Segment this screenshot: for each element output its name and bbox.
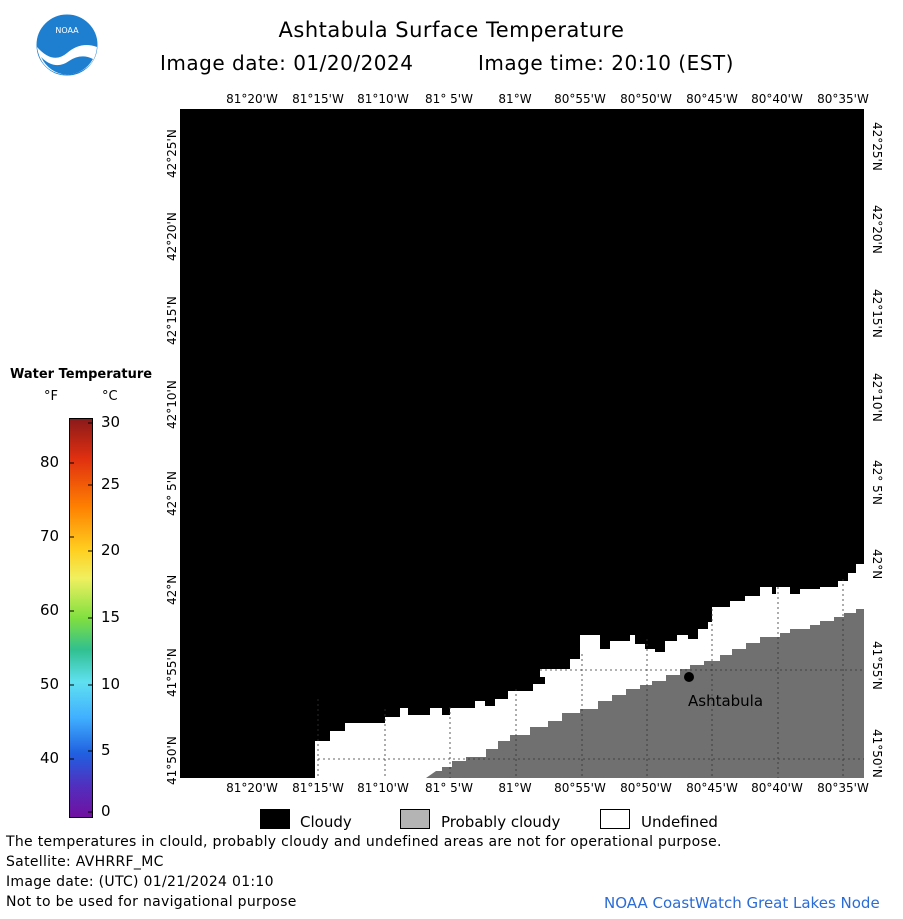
- graticule: [317, 579, 864, 778]
- footer-satellite: Satellite: AVHRRF_MC: [6, 854, 164, 870]
- footer-utc-date: Image date: (UTC) 01/21/2024 01:10: [6, 874, 274, 890]
- c-tick: 15: [101, 608, 121, 626]
- latitude-label-right: 41°50'N: [870, 729, 884, 778]
- longitude-label-bottom: 81°W: [498, 781, 532, 795]
- image-date: Image date: 01/20/2024: [160, 51, 414, 75]
- probably-cloudy-label: Probably cloudy: [441, 813, 561, 831]
- city-label: Ashtabula: [688, 692, 764, 710]
- legend-title: Water Temperature: [10, 367, 153, 382]
- longitude-label-top: 80°45'W: [686, 92, 738, 106]
- longitude-label-bottom: 80°40'W: [751, 781, 803, 795]
- logo-text: NOAA: [55, 26, 79, 35]
- latitude-label-right: 42°15'N: [870, 289, 884, 338]
- f-tick: 70: [40, 527, 60, 545]
- longitude-label-top: 80°55'W: [554, 92, 606, 106]
- footer-disclaimer: Not to be used for navigational purpose: [6, 894, 297, 910]
- temperature-map: [180, 109, 864, 778]
- undefined-label: Undefined: [641, 813, 718, 831]
- longitude-label-top: 80°40'W: [751, 92, 803, 106]
- probably-cloudy-swatch: [400, 809, 430, 829]
- latitude-label-right: 42°25'N: [870, 122, 884, 171]
- latitude-label-left: 42°15'N: [165, 296, 179, 345]
- c-tick: 5: [101, 741, 111, 759]
- unit-celsius: °C: [102, 389, 118, 404]
- latitude-label-left: 41°55'N: [165, 648, 179, 697]
- c-tick: 10: [101, 675, 121, 693]
- latitude-label-right: 42° 5'N: [870, 460, 884, 505]
- cloudy-label: Cloudy: [300, 813, 352, 831]
- latitude-label-right: 42°N: [870, 549, 884, 580]
- f-tick: 50: [40, 675, 60, 693]
- longitude-label-bottom: 80°35'W: [817, 781, 869, 795]
- longitude-label-bottom: 80°45'W: [686, 781, 738, 795]
- latitude-label-right: 42°10'N: [870, 373, 884, 422]
- longitude-label-bottom: 80°55'W: [554, 781, 606, 795]
- c-tick: 30: [101, 413, 121, 431]
- latitude-label-left: 42° 5'N: [165, 471, 179, 516]
- cloudy-swatch: [260, 809, 290, 829]
- longitude-label-bottom: 81°20'W: [226, 781, 278, 795]
- longitude-label-bottom: 81°10'W: [357, 781, 409, 795]
- color-scale-ticks: [69, 422, 93, 813]
- longitude-label-top: 81°20'W: [226, 92, 278, 106]
- image-time: Image time: 20:10 (EST): [478, 51, 734, 75]
- longitude-label-top: 80°50'W: [620, 92, 672, 106]
- longitude-label-bottom: 80°50'W: [620, 781, 672, 795]
- ashtabula-marker: [684, 672, 694, 682]
- page-title: Ashtabula Surface Temperature: [278, 18, 625, 42]
- c-tick: 25: [101, 475, 121, 493]
- c-tick: 0: [101, 802, 111, 820]
- longitude-label-top: 81°W: [498, 92, 532, 106]
- f-tick: 80: [40, 453, 60, 471]
- latitude-label-right: 41°55'N: [870, 641, 884, 690]
- f-tick: 40: [40, 749, 60, 767]
- undefined-swatch: [600, 809, 630, 829]
- longitude-label-top: 81°15'W: [292, 92, 344, 106]
- longitude-label-bottom: 81° 5'W: [425, 781, 473, 795]
- noaa-logo: NOAA: [35, 13, 99, 77]
- footer-note: The temperatures in clould, probably clo…: [6, 834, 722, 850]
- latitude-label-left: 42°10'N: [165, 380, 179, 429]
- f-tick: 60: [40, 601, 60, 619]
- latitude-label-left: 42°20'N: [165, 212, 179, 261]
- longitude-label-top: 81° 5'W: [425, 92, 473, 106]
- latitude-label-left: 42°25'N: [165, 129, 179, 178]
- longitude-label-top: 81°10'W: [357, 92, 409, 106]
- latitude-label-left: 41°50'N: [165, 736, 179, 785]
- longitude-label-bottom: 81°15'W: [292, 781, 344, 795]
- latitude-label-left: 42°N: [165, 574, 179, 605]
- credit-link[interactable]: NOAA CoastWatch Great Lakes Node: [604, 894, 880, 912]
- land-area: [426, 609, 864, 778]
- unit-fahrenheit: °F: [44, 389, 58, 404]
- longitude-label-top: 80°35'W: [817, 92, 869, 106]
- c-tick: 20: [101, 541, 121, 559]
- latitude-label-right: 42°20'N: [870, 205, 884, 254]
